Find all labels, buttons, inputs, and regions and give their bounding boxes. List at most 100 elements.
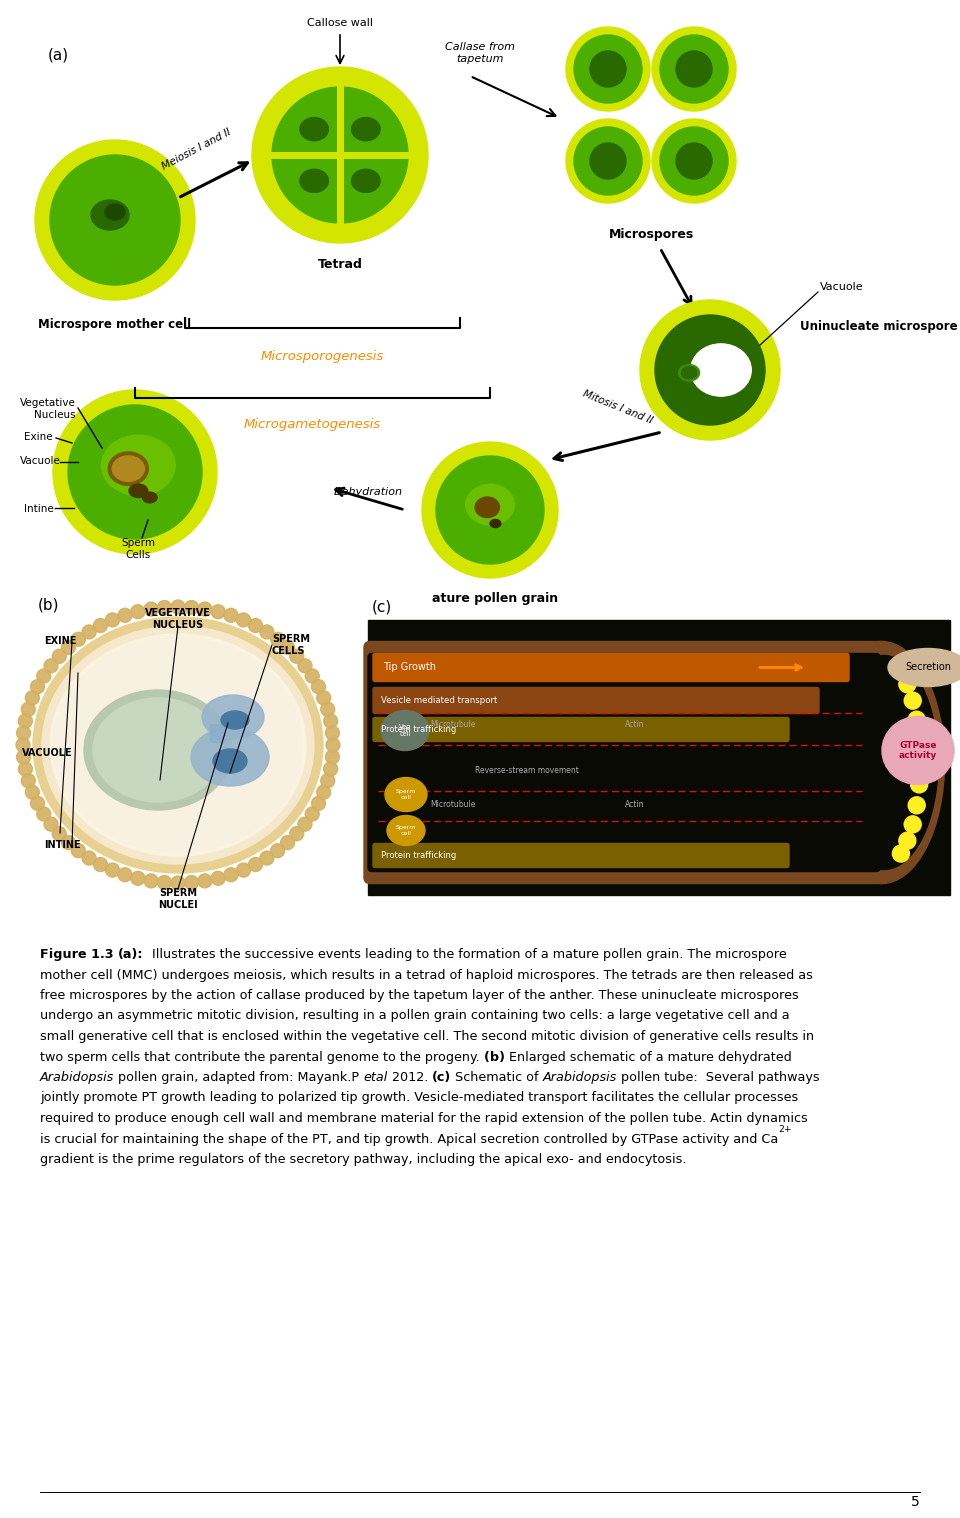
Circle shape [44,659,58,672]
Circle shape [118,609,132,622]
Text: (a): (a) [48,49,69,64]
Text: free microspores by the action of callase produced by the tapetum layer of the a: free microspores by the action of callas… [40,990,799,1002]
Text: Enlarged schematic of a mature dehydrated: Enlarged schematic of a mature dehydrate… [509,1050,792,1064]
Text: Meiosis I and II: Meiosis I and II [159,128,232,172]
Circle shape [652,27,736,111]
Circle shape [566,118,650,203]
Ellipse shape [93,698,223,802]
Circle shape [298,659,312,672]
Circle shape [52,827,66,841]
Circle shape [61,835,76,850]
Circle shape [655,316,765,425]
Bar [368,619,950,896]
Text: 2012.: 2012. [388,1072,432,1084]
Circle shape [660,128,728,194]
Text: SPERM
CELLS: SPERM CELLS [272,635,310,656]
Text: Microsporogenesis: Microsporogenesis [260,351,384,363]
Circle shape [131,871,145,885]
Circle shape [317,691,330,704]
Circle shape [71,844,85,858]
Circle shape [321,774,335,788]
Ellipse shape [387,815,425,846]
Text: Illustrates the successive events leading to the formation of a mature pollen gr: Illustrates the successive events leadin… [144,949,786,961]
Circle shape [317,785,330,798]
Circle shape [436,455,544,565]
Text: Sperm
Cells: Sperm Cells [121,537,155,560]
Circle shape [260,625,274,639]
Text: (b): (b) [484,1050,509,1064]
Text: Vesicle mediated transport: Vesicle mediated transport [381,695,497,704]
Circle shape [224,868,238,882]
Circle shape [52,650,66,663]
Text: Sperm
cell: Sperm cell [396,789,417,800]
Circle shape [171,600,185,613]
Circle shape [652,118,736,203]
Text: etal: etal [364,1072,388,1084]
Text: mother cell (MMC) undergoes meiosis, which results in a tetrad of haploid micros: mother cell (MMC) undergoes meiosis, whi… [40,968,813,982]
Text: two sperm cells that contribute the parental genome to the progeny.: two sperm cells that contribute the pare… [40,1050,484,1064]
Circle shape [252,67,428,243]
Circle shape [131,604,145,619]
Circle shape [676,52,712,87]
Text: Protein trafficking: Protein trafficking [381,726,456,735]
Text: is crucial for maintaining the shape of the PT, and tip growth. Apical secretion: is crucial for maintaining the shape of … [40,1132,779,1146]
Text: jointly promote PT growth leading to polarized tip growth. Vesicle-mediated tran: jointly promote PT growth leading to pol… [40,1091,799,1105]
Circle shape [18,762,33,776]
Text: Secretion: Secretion [905,662,951,672]
Circle shape [422,442,558,578]
Circle shape [31,797,44,811]
Circle shape [224,609,238,622]
Circle shape [290,650,303,663]
Text: Actin: Actin [625,800,644,809]
Circle shape [21,703,36,716]
Text: Mitosis I and II: Mitosis I and II [582,389,655,427]
Ellipse shape [33,616,323,873]
Circle shape [290,827,303,841]
FancyBboxPatch shape [368,654,880,871]
Circle shape [18,713,33,729]
FancyBboxPatch shape [373,654,849,682]
Circle shape [590,143,626,179]
Ellipse shape [351,117,380,141]
Circle shape [16,738,30,751]
Circle shape [325,726,340,739]
Ellipse shape [91,200,129,231]
Circle shape [106,864,119,877]
Ellipse shape [50,635,306,856]
Text: (b): (b) [38,598,60,613]
Text: Veg
cell: Veg cell [398,724,411,738]
Ellipse shape [679,364,700,381]
Circle shape [118,868,132,882]
Circle shape [899,832,916,849]
Circle shape [249,618,262,633]
Circle shape [198,874,212,888]
Circle shape [53,390,217,554]
Ellipse shape [466,484,515,525]
Circle shape [21,774,36,788]
Circle shape [31,680,44,694]
Bar [210,724,224,742]
Circle shape [325,750,340,764]
Circle shape [83,625,96,639]
Circle shape [25,691,39,704]
Text: Actin: Actin [625,720,644,729]
Ellipse shape [691,345,752,396]
Circle shape [324,713,338,729]
Text: required to produce enough cell wall and membrane material for the rapid extensi: required to produce enough cell wall and… [40,1113,807,1125]
Circle shape [904,815,922,833]
Circle shape [574,128,642,194]
Circle shape [71,633,85,647]
Text: (c): (c) [432,1072,451,1084]
Ellipse shape [213,748,247,773]
Circle shape [35,140,195,301]
Text: Microspores: Microspores [609,228,694,241]
Text: ature pollen grain: ature pollen grain [432,592,558,606]
Circle shape [211,871,225,885]
Circle shape [144,603,158,616]
Ellipse shape [54,638,302,852]
Circle shape [68,405,202,539]
Circle shape [16,726,31,739]
Text: Schematic of: Schematic of [451,1072,542,1084]
Circle shape [50,155,180,285]
Text: INTINE: INTINE [44,839,81,850]
